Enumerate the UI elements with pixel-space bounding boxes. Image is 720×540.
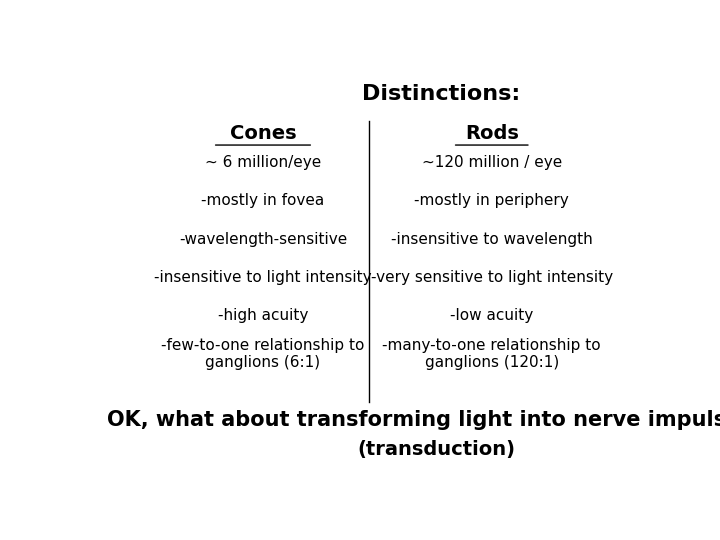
Text: -mostly in periphery: -mostly in periphery — [415, 193, 569, 208]
Text: Rods: Rods — [465, 124, 518, 143]
Text: -wavelength-sensitive: -wavelength-sensitive — [179, 232, 347, 247]
Text: OK, what about transforming light into nerve impulses?: OK, what about transforming light into n… — [107, 410, 720, 430]
Text: -insensitive to light intensity: -insensitive to light intensity — [154, 270, 372, 285]
Text: -few-to-one relationship to
ganglions (6:1): -few-to-one relationship to ganglions (6… — [161, 338, 364, 370]
Text: -high acuity: -high acuity — [217, 308, 308, 323]
Text: ~120 million / eye: ~120 million / eye — [422, 155, 562, 170]
Text: ~ 6 million/eye: ~ 6 million/eye — [205, 155, 321, 170]
Text: (transduction): (transduction) — [357, 440, 515, 459]
Text: Distinctions:: Distinctions: — [362, 84, 521, 104]
Text: -many-to-one relationship to
ganglions (120:1): -many-to-one relationship to ganglions (… — [382, 338, 601, 370]
Text: -insensitive to wavelength: -insensitive to wavelength — [391, 232, 593, 247]
Text: -very sensitive to light intensity: -very sensitive to light intensity — [371, 270, 613, 285]
Text: -low acuity: -low acuity — [450, 308, 534, 323]
Text: -mostly in fovea: -mostly in fovea — [202, 193, 325, 208]
Text: Cones: Cones — [230, 124, 297, 143]
